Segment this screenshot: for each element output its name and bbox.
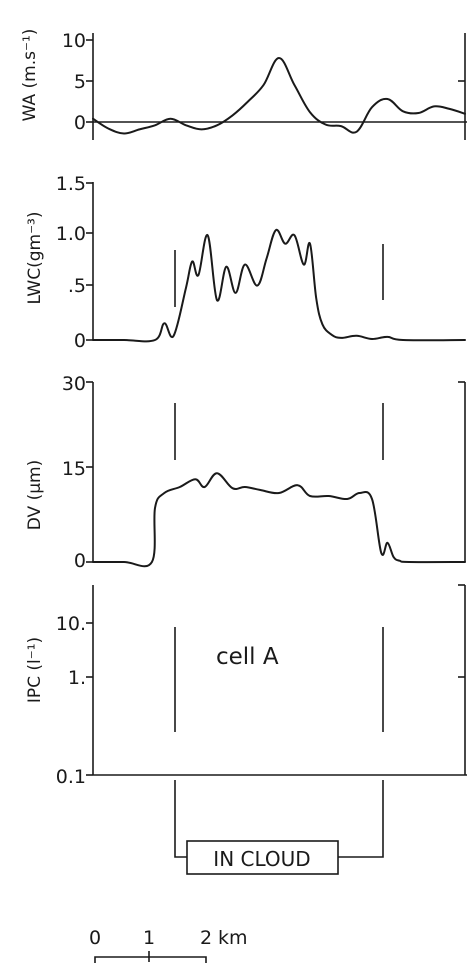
wa-tick-5: 5 xyxy=(74,71,86,93)
wa-tick-10: 10 xyxy=(62,30,86,52)
cell-annotation: cell A xyxy=(216,644,279,670)
ipc-tick-0-1: 0.1 xyxy=(56,766,86,788)
ipc-tick-10: 10. xyxy=(56,613,86,635)
cloud-boundary-markers xyxy=(174,244,384,732)
scale-tick-0: 0 xyxy=(89,927,101,949)
lwc-axis-label: LWC(gm⁻³) xyxy=(25,212,45,305)
scale-tick-2: 2 xyxy=(200,927,212,949)
lwc-tick-1-0: 1.0 xyxy=(56,223,86,245)
scale-tick-1: 1 xyxy=(143,927,155,949)
in-cloud-bracket-right xyxy=(338,780,384,858)
lwc-tick-0: 0 xyxy=(74,330,86,352)
ipc-tick-1: 1. xyxy=(68,667,86,689)
scale-bar-line xyxy=(94,956,207,963)
dv-axis-label: DV (μm) xyxy=(25,460,45,530)
wa-tick-0: 0 xyxy=(74,112,86,134)
dv-tick-0: 0 xyxy=(74,550,86,572)
in-cloud-bracket: IN CLOUD xyxy=(174,780,384,875)
lwc-tick-1-5: 1.5 xyxy=(56,173,86,195)
scale-unit: km xyxy=(218,927,248,949)
in-cloud-box xyxy=(186,840,339,875)
in-cloud-bracket-left xyxy=(174,780,187,858)
in-cloud-label: IN CLOUD xyxy=(213,847,310,871)
ipc-axis-label: IPC (l⁻¹) xyxy=(25,637,45,703)
wa-series-line xyxy=(92,57,466,135)
lwc-tick-0-5: .5 xyxy=(68,275,86,297)
dv-series-line xyxy=(92,472,466,568)
scale-bar: 0 1 2 km xyxy=(89,927,248,963)
panel-frames xyxy=(86,33,467,776)
dv-tick-15: 15 xyxy=(62,458,86,480)
wa-axis-label: WA (m.s⁻¹) xyxy=(20,29,40,122)
lwc-series-line xyxy=(92,228,466,343)
dv-tick-30: 30 xyxy=(62,373,86,395)
